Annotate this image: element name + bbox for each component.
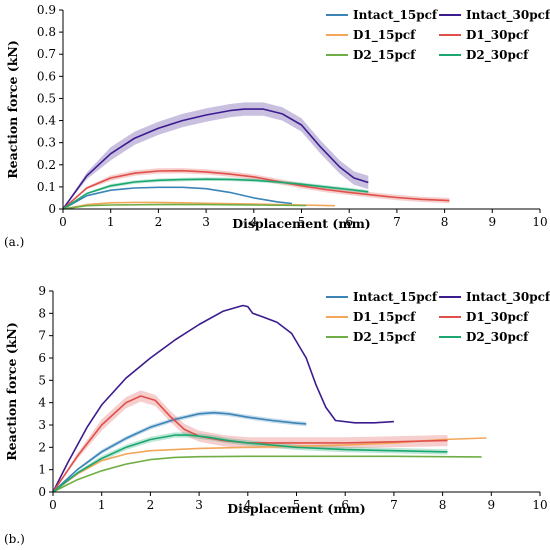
y-tick-label: 2	[38, 440, 46, 454]
chart-panel-1: 0 1 2 3 4 5 6 7 8 9 10 0 0.1 0.2 0.3 0.4 0.5 0.6 0.7 0.8 0.9…	[4, 3, 550, 249]
legend-label-D1_15pcf: D1_15pcf	[353, 310, 416, 325]
series-line-D2_15pcf	[52, 455, 482, 493]
y-tick-label: 0	[38, 485, 46, 499]
y-tick-label: 4	[38, 396, 46, 410]
x-tick-label: 0	[59, 215, 67, 229]
y-tick-label: 8	[38, 306, 46, 320]
x-tick-label: 10	[532, 498, 547, 512]
x-tick-label: 3	[195, 498, 203, 512]
y-tick-label: 0.6	[37, 69, 56, 83]
x-tick-label: 8	[439, 498, 447, 512]
y-tick-label: 0.9	[37, 3, 56, 17]
x-tick-label: 2	[155, 215, 163, 229]
band-D1_30pcf	[53, 390, 448, 492]
panel-label: (b.)	[4, 532, 25, 546]
y-tick-label: 0.2	[37, 158, 56, 172]
x-tick-label: 4	[250, 215, 258, 229]
y-tick-label: 0.3	[37, 136, 56, 150]
y-axis-title: Reaction force (kN)	[5, 40, 20, 178]
legend-label-D1_30pcf: D1_30pcf	[466, 310, 529, 325]
series-line-D2_30pcf	[62, 178, 369, 210]
legend-label-D1_15pcf: D1_15pcf	[353, 28, 416, 43]
x-tick-label: 0	[49, 498, 57, 512]
legend: Intact_15pcf Intact_30pcf D1_15pcf D1_30pcf…	[326, 8, 550, 63]
y-tick-label: 0.8	[37, 25, 56, 39]
x-tick-label: 6	[341, 498, 349, 512]
series-line-D2_30pcf	[52, 434, 448, 493]
y-tick-label: 0.7	[37, 47, 56, 61]
band-D2_30pcf	[53, 432, 448, 492]
series-line-Intact_15pcf	[52, 411, 307, 493]
x-tick-label: 7	[390, 498, 398, 512]
y-tick-label: 0.1	[37, 180, 56, 194]
legend-label-D2_15pcf: D2_15pcf	[353, 330, 416, 345]
y-tick-label: 5	[38, 373, 46, 387]
y-tick-label: 9	[38, 284, 46, 298]
y-tick-label: 0.4	[37, 114, 56, 128]
legend-label-D2_30pcf: D2_30pcf	[466, 330, 529, 345]
legend-label-Intact_15pcf: Intact_15pcf	[353, 290, 438, 305]
x-tick-label: 4	[244, 498, 252, 512]
x-tick-label: 1	[107, 215, 115, 229]
x-tick-label: 5	[293, 498, 301, 512]
x-tick-label: 7	[393, 215, 401, 229]
y-tick-label: 3	[38, 418, 46, 432]
x-axis-title: Displacement (mm)	[227, 501, 365, 516]
series-line-Intact_15pcf	[62, 186, 293, 210]
series-line-D1_30pcf	[62, 169, 450, 210]
x-tick-label: 9	[488, 215, 496, 229]
y-tick-label: 6	[38, 351, 46, 365]
x-tick-label: 9	[487, 498, 495, 512]
x-tick-label: 1	[98, 498, 106, 512]
legend-label-D2_15pcf: D2_15pcf	[353, 48, 416, 63]
y-axis-title: Reaction force (kN)	[4, 322, 19, 460]
series-line-D1_30pcf	[52, 395, 448, 493]
panel-label: (a.)	[4, 235, 24, 249]
x-tick-label: 6	[345, 215, 353, 229]
y-tick-label: 0	[48, 202, 56, 216]
legend-label-D1_30pcf: D1_30pcf	[466, 28, 529, 43]
series-line-D2_15pcf	[62, 203, 307, 210]
x-tick-label: 3	[202, 215, 210, 229]
chart-panel-2: 0 1 2 3 4 5 6 7 8 9 10 0 1 2 3 4 5 6 7 8 9 Displacement (mm) R…	[4, 284, 550, 546]
x-tick-label: 5	[298, 215, 306, 229]
legend-label-D2_30pcf: D2_30pcf	[466, 48, 529, 63]
y-tick-label: 1	[38, 463, 46, 477]
x-tick-label: 2	[147, 498, 155, 512]
legend-label-Intact_30pcf: Intact_30pcf	[466, 290, 550, 305]
band-D1_30pcf	[63, 168, 450, 209]
series-line-Intact_30pcf	[62, 108, 369, 210]
x-tick-label: 10	[532, 215, 547, 229]
legend-label-Intact_30pcf: Intact_30pcf	[466, 8, 550, 23]
legend-label-Intact_15pcf: Intact_15pcf	[353, 8, 438, 23]
y-tick-label: 7	[38, 329, 46, 343]
y-tick-label: 0.5	[37, 91, 56, 105]
series-line-Intact_30pcf	[52, 304, 394, 493]
legend: Intact_15pcf Intact_30pcf D1_15pcf D1_30pcf…	[326, 290, 550, 345]
x-axis-title: Displacement (mm)	[232, 216, 370, 231]
x-tick-label: 8	[441, 215, 449, 229]
